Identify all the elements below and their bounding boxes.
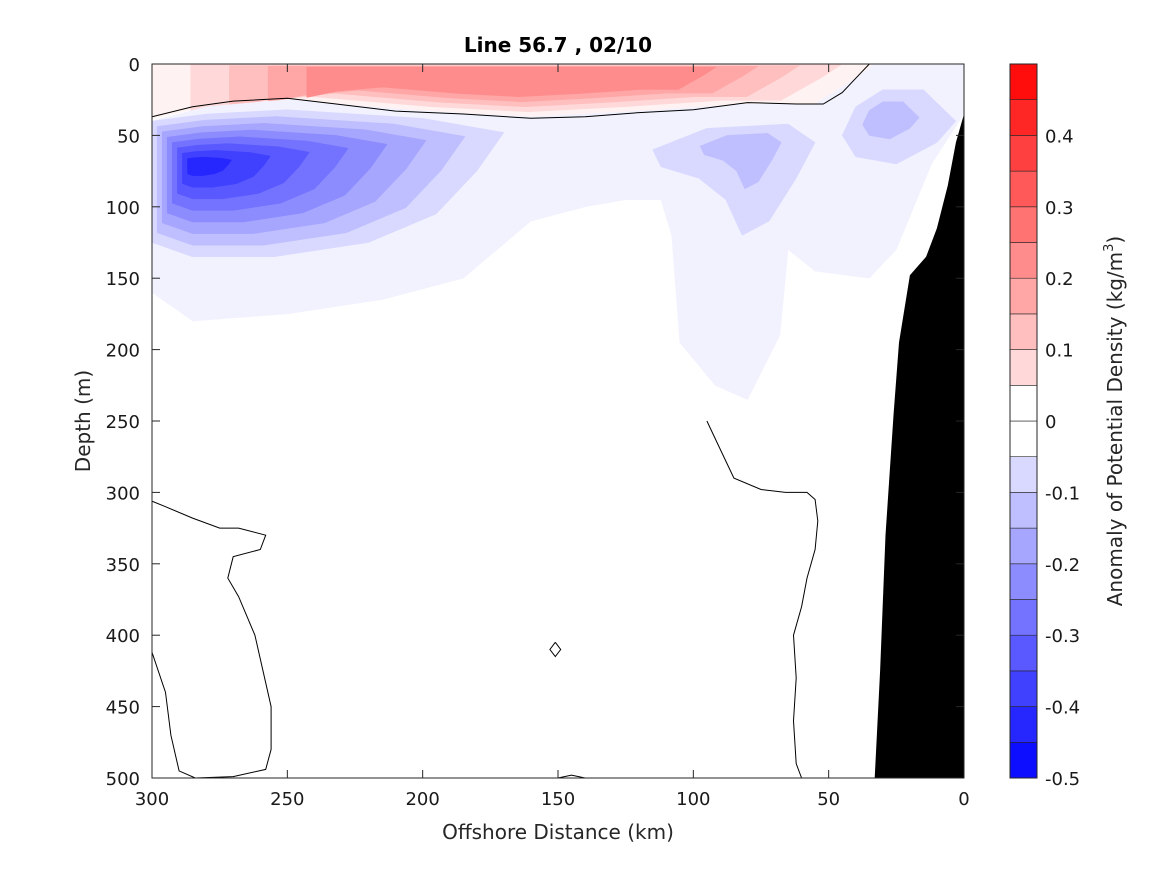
colorbar-band bbox=[1009, 277, 1038, 315]
x-axis-label: Offshore Distance (km) bbox=[442, 820, 674, 844]
colorbar-label-end: ) bbox=[1103, 236, 1127, 244]
colorbar-label: Anomaly of Potential Density (kg/m3) bbox=[1102, 236, 1127, 606]
y-tick-label: 100 bbox=[106, 198, 140, 219]
colorbar-band bbox=[1009, 313, 1038, 350]
y-axis-label: Depth (m) bbox=[71, 370, 95, 472]
y-tick-label: 300 bbox=[106, 483, 140, 504]
colorbar-tick-label: 0.3 bbox=[1045, 198, 1074, 219]
colorbar-band bbox=[1009, 384, 1038, 422]
colorbar-band bbox=[1009, 170, 1038, 208]
zero-contour-line bbox=[152, 64, 870, 119]
y-tick-label: 250 bbox=[106, 412, 140, 433]
y-tick-label: 400 bbox=[106, 626, 140, 647]
y-tick-label: 50 bbox=[117, 126, 140, 147]
y-tick-label: 0 bbox=[129, 55, 140, 76]
y-tick-label: 200 bbox=[106, 341, 140, 362]
negative-core-mid bbox=[652, 123, 816, 236]
y-tick-label: 500 bbox=[106, 769, 140, 790]
colorbar-label-main: Anomaly of Potential Density (kg/m bbox=[1103, 252, 1127, 606]
contour-band bbox=[306, 66, 717, 98]
plot-area: 300 250 200 150 100 50 0 050100150200250300350… bbox=[106, 55, 970, 810]
colorbar: -0.5 -0.4 -0.3 -0.2 -0.1 0 0.1 0.2 0.3 0.4 bbox=[1009, 63, 1080, 790]
colorbar-band bbox=[1009, 420, 1038, 458]
colorbar-tick-label: -0.1 bbox=[1045, 483, 1080, 504]
colorbar-band bbox=[1009, 599, 1038, 636]
x-tick-label: 0 bbox=[958, 789, 969, 810]
bathymetry bbox=[874, 114, 964, 778]
colorbar-tick-label: 0.2 bbox=[1045, 269, 1074, 290]
chart-title: Line 56.7 , 02/10 bbox=[464, 33, 652, 57]
colorbar-band bbox=[1009, 456, 1038, 493]
surface-positive-anomaly bbox=[152, 64, 884, 119]
colorbar-band bbox=[1009, 242, 1038, 279]
colorbar-band bbox=[1009, 563, 1038, 600]
negative-core-east bbox=[841, 89, 957, 165]
x-tick-label: 200 bbox=[405, 789, 439, 810]
colorbar-band bbox=[1009, 135, 1038, 172]
zero-contour-line bbox=[706, 420, 819, 778]
y-tick-label: 350 bbox=[106, 555, 140, 576]
colorbar-band bbox=[1009, 63, 1038, 101]
contour-band bbox=[187, 156, 232, 176]
colorbar-band bbox=[1009, 349, 1038, 386]
colorbar-tick-label: -0.4 bbox=[1045, 698, 1080, 719]
negative-core-west bbox=[152, 109, 505, 258]
zero-contour-line bbox=[557, 774, 586, 778]
colorbar-tick-label: -0.5 bbox=[1045, 769, 1080, 790]
colorbar-tick-label: -0.3 bbox=[1045, 626, 1080, 647]
zero-contour-line bbox=[549, 641, 562, 658]
y-tick-label: 150 bbox=[106, 269, 140, 290]
contour-band bbox=[862, 101, 920, 140]
x-tick-label: 100 bbox=[676, 789, 710, 810]
contour-fills bbox=[152, 64, 964, 400]
zero-contour-line bbox=[152, 652, 196, 778]
colorbar-tick-label: -0.2 bbox=[1045, 555, 1080, 576]
zero-contours bbox=[152, 64, 870, 778]
x-axis-ticks: 300 250 200 150 100 50 0 bbox=[135, 64, 970, 810]
colorbar-band bbox=[1009, 206, 1038, 243]
colorbar-band bbox=[1009, 527, 1038, 565]
colorbar-band bbox=[1009, 99, 1038, 136]
seafloor-bathymetry bbox=[874, 114, 964, 778]
colorbar-tick-label: 0.1 bbox=[1045, 341, 1074, 362]
y-tick-label: 450 bbox=[106, 698, 140, 719]
x-tick-label: 300 bbox=[135, 789, 169, 810]
contour-band bbox=[699, 133, 782, 190]
colorbar-band bbox=[1009, 492, 1038, 529]
colorbar-label-superscript: 3 bbox=[1102, 244, 1117, 252]
colorbar-band bbox=[1009, 706, 1038, 743]
x-tick-label: 250 bbox=[270, 789, 304, 810]
colorbar-band bbox=[1009, 741, 1038, 779]
x-tick-label: 150 bbox=[541, 789, 575, 810]
zero-contour-line bbox=[152, 500, 272, 778]
colorbar-band bbox=[1009, 670, 1038, 707]
colorbar-tick-label: 0 bbox=[1045, 412, 1056, 433]
colorbar-frame bbox=[1009, 63, 1038, 779]
y-axis-ticks: 0 50 100 150 200 250 300 350 400 450 500 bbox=[106, 55, 964, 790]
colorbar-tick-label: 0.4 bbox=[1045, 126, 1074, 147]
colorbar-band bbox=[1009, 634, 1038, 672]
x-tick-label: 50 bbox=[817, 789, 840, 810]
